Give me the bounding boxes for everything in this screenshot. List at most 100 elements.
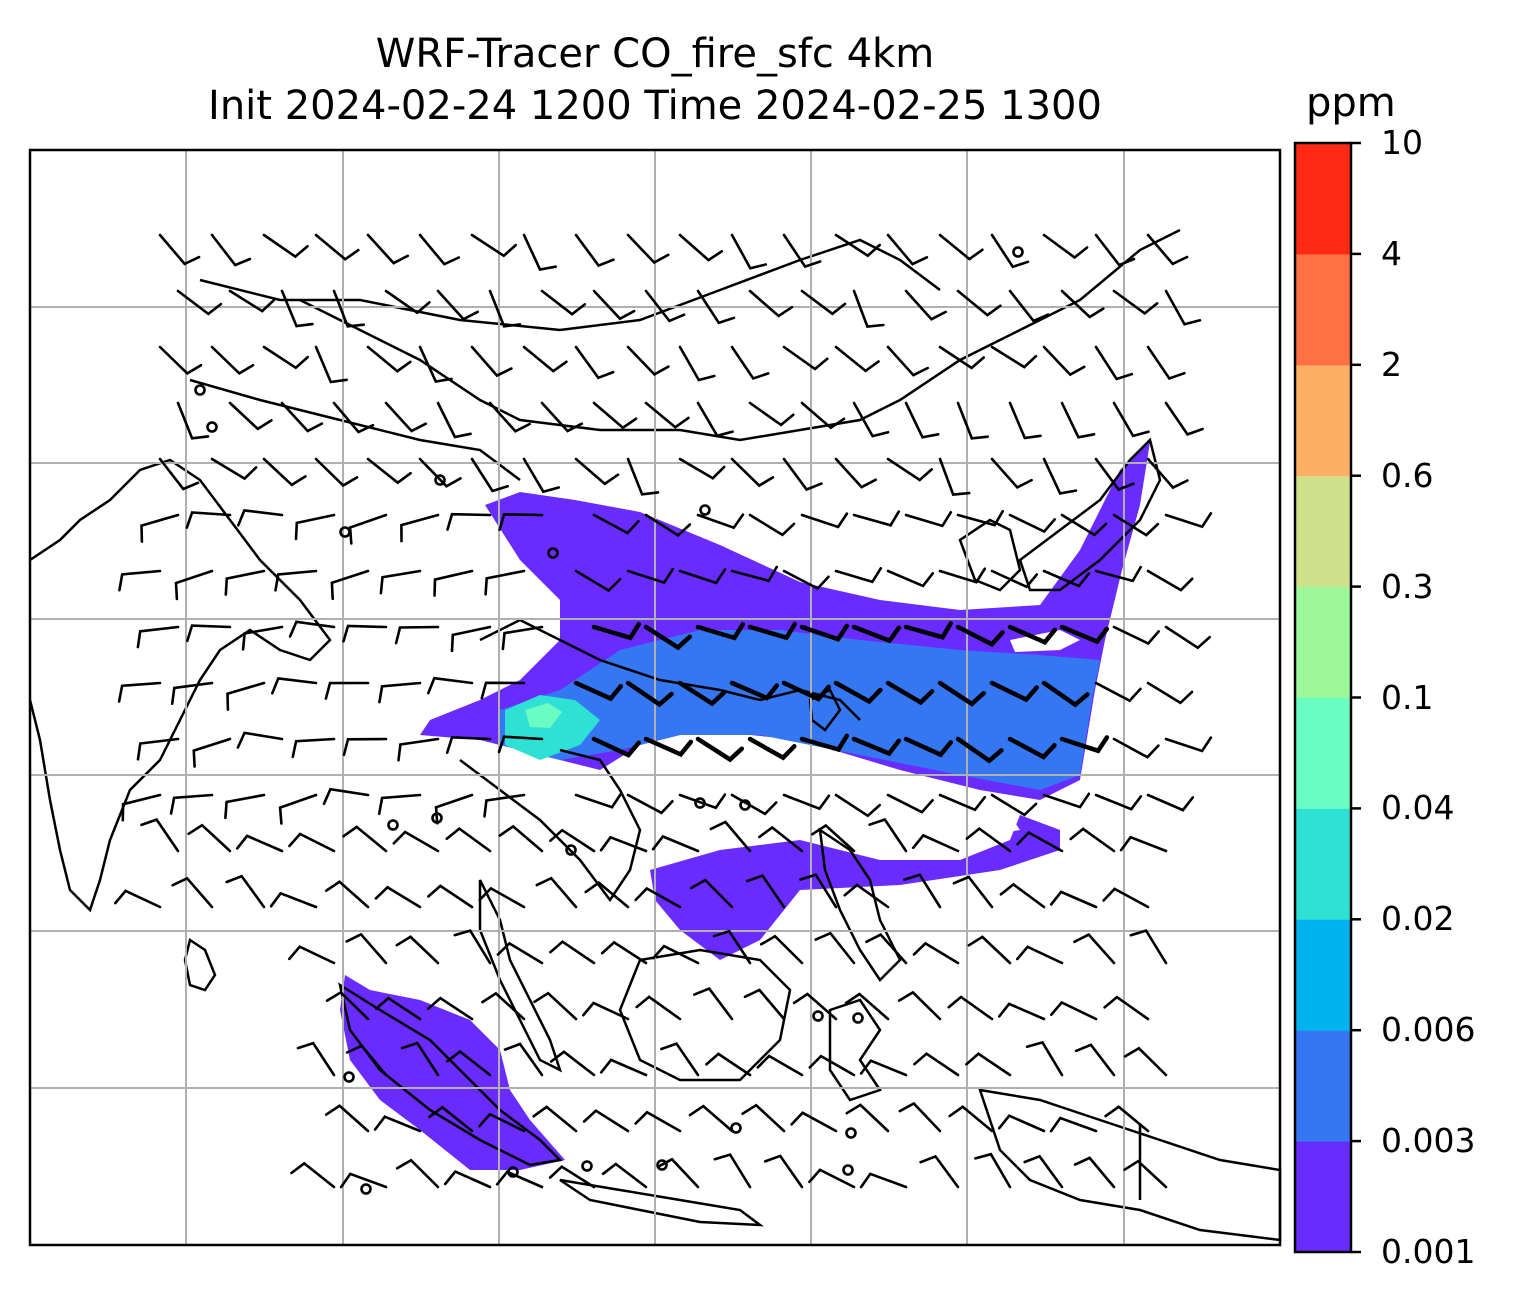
wind-barb [696,289,736,325]
wind-barb [470,457,509,493]
wind-barb [634,886,682,909]
wind-barb [484,569,526,596]
calm-wind-circle [852,1012,864,1024]
wind-barb [495,1170,544,1189]
wind-barb [938,457,971,496]
wind-barb [140,818,180,853]
wind-barb [176,289,223,316]
wind-barb [397,737,440,762]
calm-wind-circle [547,547,559,559]
wind-barb [274,569,318,592]
wind-barb [1042,569,1091,588]
wind-barb [713,1153,752,1189]
wind-barb [498,513,544,532]
wind-barb [288,832,336,853]
wind-barb [262,345,309,370]
colorbar-tick-label: 0.3 [1381,566,1434,606]
wind-barb [1059,624,1110,645]
colorbar-swatch [1295,253,1351,366]
wind-barb [314,233,360,261]
wind-barb [573,680,624,702]
calm-wind-circle [842,1164,854,1176]
calm-wind-circle [656,1159,668,1171]
wind-barb [1073,932,1116,965]
wind-barb [446,512,492,531]
wind-barb [989,680,1039,703]
wind-barb [278,793,318,825]
wind-barb [912,941,960,965]
wind-barb [374,885,422,909]
wind-barb [1008,513,1056,534]
wind-barb [314,457,359,488]
wind-barb [833,680,883,705]
wind-barb [851,736,902,757]
coast-sumatra [338,982,563,1167]
colorbar-tick-label: 4 [1381,233,1402,273]
wind-barb [582,1109,630,1133]
wind-barb [1060,513,1108,537]
wind-barb [118,569,162,592]
wind-barb [434,793,474,825]
wind-barb [626,345,670,377]
wind-barb [591,736,641,758]
wind-barb-layer [114,233,1213,1195]
wind-barb [228,289,276,313]
wind-barb [1060,289,1105,319]
wind-barb [938,567,987,584]
wind-barb [236,731,284,749]
wind-barb [956,289,1002,317]
wind-barb [781,680,831,702]
wind-barb [1146,457,1189,490]
wind-barb [488,289,522,328]
wind-barb [481,991,526,1021]
wind-barb [324,1104,370,1133]
wind-barb [418,457,462,488]
wind-barb [800,512,849,529]
wind-barb [280,289,314,328]
wind-barb [678,345,716,382]
wind-barb [599,1058,648,1077]
colorbar-unit-label: ppm [1306,80,1396,126]
wind-barb [898,1101,942,1133]
wind-barb [955,624,1005,648]
wind-barb [549,828,596,853]
wind-barb [938,345,985,370]
wind-barb [834,567,883,584]
wind-barb [1049,1116,1098,1133]
wind-barb [747,736,797,761]
wind-barb [1059,735,1110,754]
wind-barb [591,621,642,641]
wind-barb [342,825,388,853]
wind-barb [913,1052,960,1077]
wind-barb [237,508,284,527]
colorbar-tick-label: 2 [1381,344,1402,384]
wind-barb [799,733,850,753]
wind-barb [224,793,266,820]
wind-barb [169,793,214,815]
wind-barb [136,625,180,649]
wind-barb [418,233,461,266]
coast-korea [958,518,1022,592]
wind-barb [1042,345,1086,377]
wind-barb [851,624,902,644]
wind-barb [1025,1040,1064,1077]
colorbar-tick-label: 0.04 [1381,788,1455,828]
wind-barb [886,569,935,588]
wind-barb [1094,233,1136,267]
wind-barb [1042,233,1089,260]
wind-barb [886,345,929,377]
wind-barb [990,793,1038,817]
border-mongolia [199,238,941,332]
wind-barb [478,1112,526,1133]
wind-barb [814,931,856,965]
wind-barb [678,233,724,262]
wind-barb [114,889,162,909]
wind-barb [330,569,370,601]
wind-barb [394,625,440,645]
wind-barb [952,875,994,909]
wind-barb [1060,401,1096,439]
wind-barb [965,826,1012,853]
wind-barb [171,876,214,909]
wind-barb [626,457,660,496]
